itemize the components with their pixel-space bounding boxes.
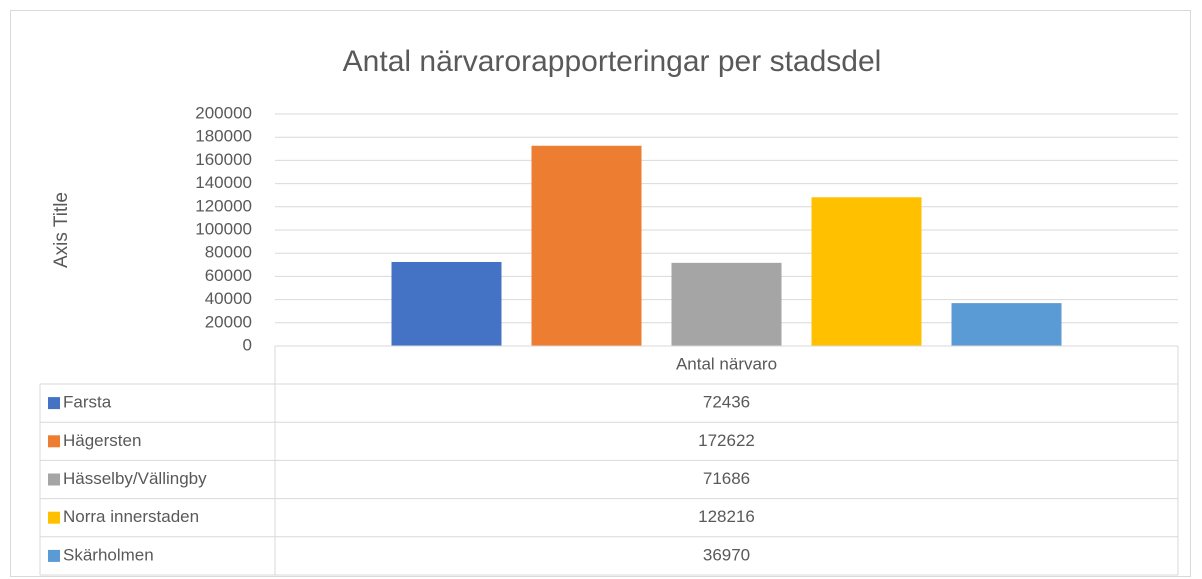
legend-swatch (48, 397, 60, 410)
y-tick-label: 200000 (195, 103, 252, 122)
legend-swatch (48, 511, 60, 524)
bar (391, 261, 502, 346)
y-tick-label: 40000 (205, 289, 252, 308)
table-value: 172622 (698, 431, 755, 450)
y-tick-label: 80000 (205, 243, 252, 262)
bar (671, 262, 782, 346)
y-axis-title: Axis Title (51, 192, 72, 268)
legend-label: Skärholmen (63, 545, 154, 564)
bar (531, 145, 642, 346)
legend-swatch (48, 473, 60, 486)
legend-swatch (48, 435, 60, 448)
legend-swatch (48, 549, 60, 562)
y-tick-label: 160000 (195, 150, 252, 169)
legend-label: Hägersten (63, 431, 141, 450)
y-tick-label: 0 (243, 335, 252, 354)
table-value: 128216 (698, 507, 755, 526)
bar (811, 197, 922, 346)
y-tick-label: 140000 (195, 173, 252, 192)
table-value: 72436 (703, 393, 750, 412)
chart-title: Antal närvarorapporteringar per stadsdel (343, 45, 882, 78)
legend-label: Norra innerstaden (63, 507, 199, 526)
legend-label: Farsta (63, 393, 112, 412)
y-tick-label: 100000 (195, 219, 252, 238)
y-tick-label: 60000 (205, 266, 252, 285)
y-tick-label: 180000 (195, 127, 252, 146)
table-value: 36970 (703, 545, 750, 564)
y-tick-label: 120000 (195, 196, 252, 215)
legend-label: Hässelby/Vällingby (63, 469, 207, 488)
table-value: 71686 (703, 469, 750, 488)
bar (951, 303, 1062, 346)
y-tick-label: 20000 (205, 312, 252, 331)
table-header: Antal närvaro (676, 354, 777, 373)
